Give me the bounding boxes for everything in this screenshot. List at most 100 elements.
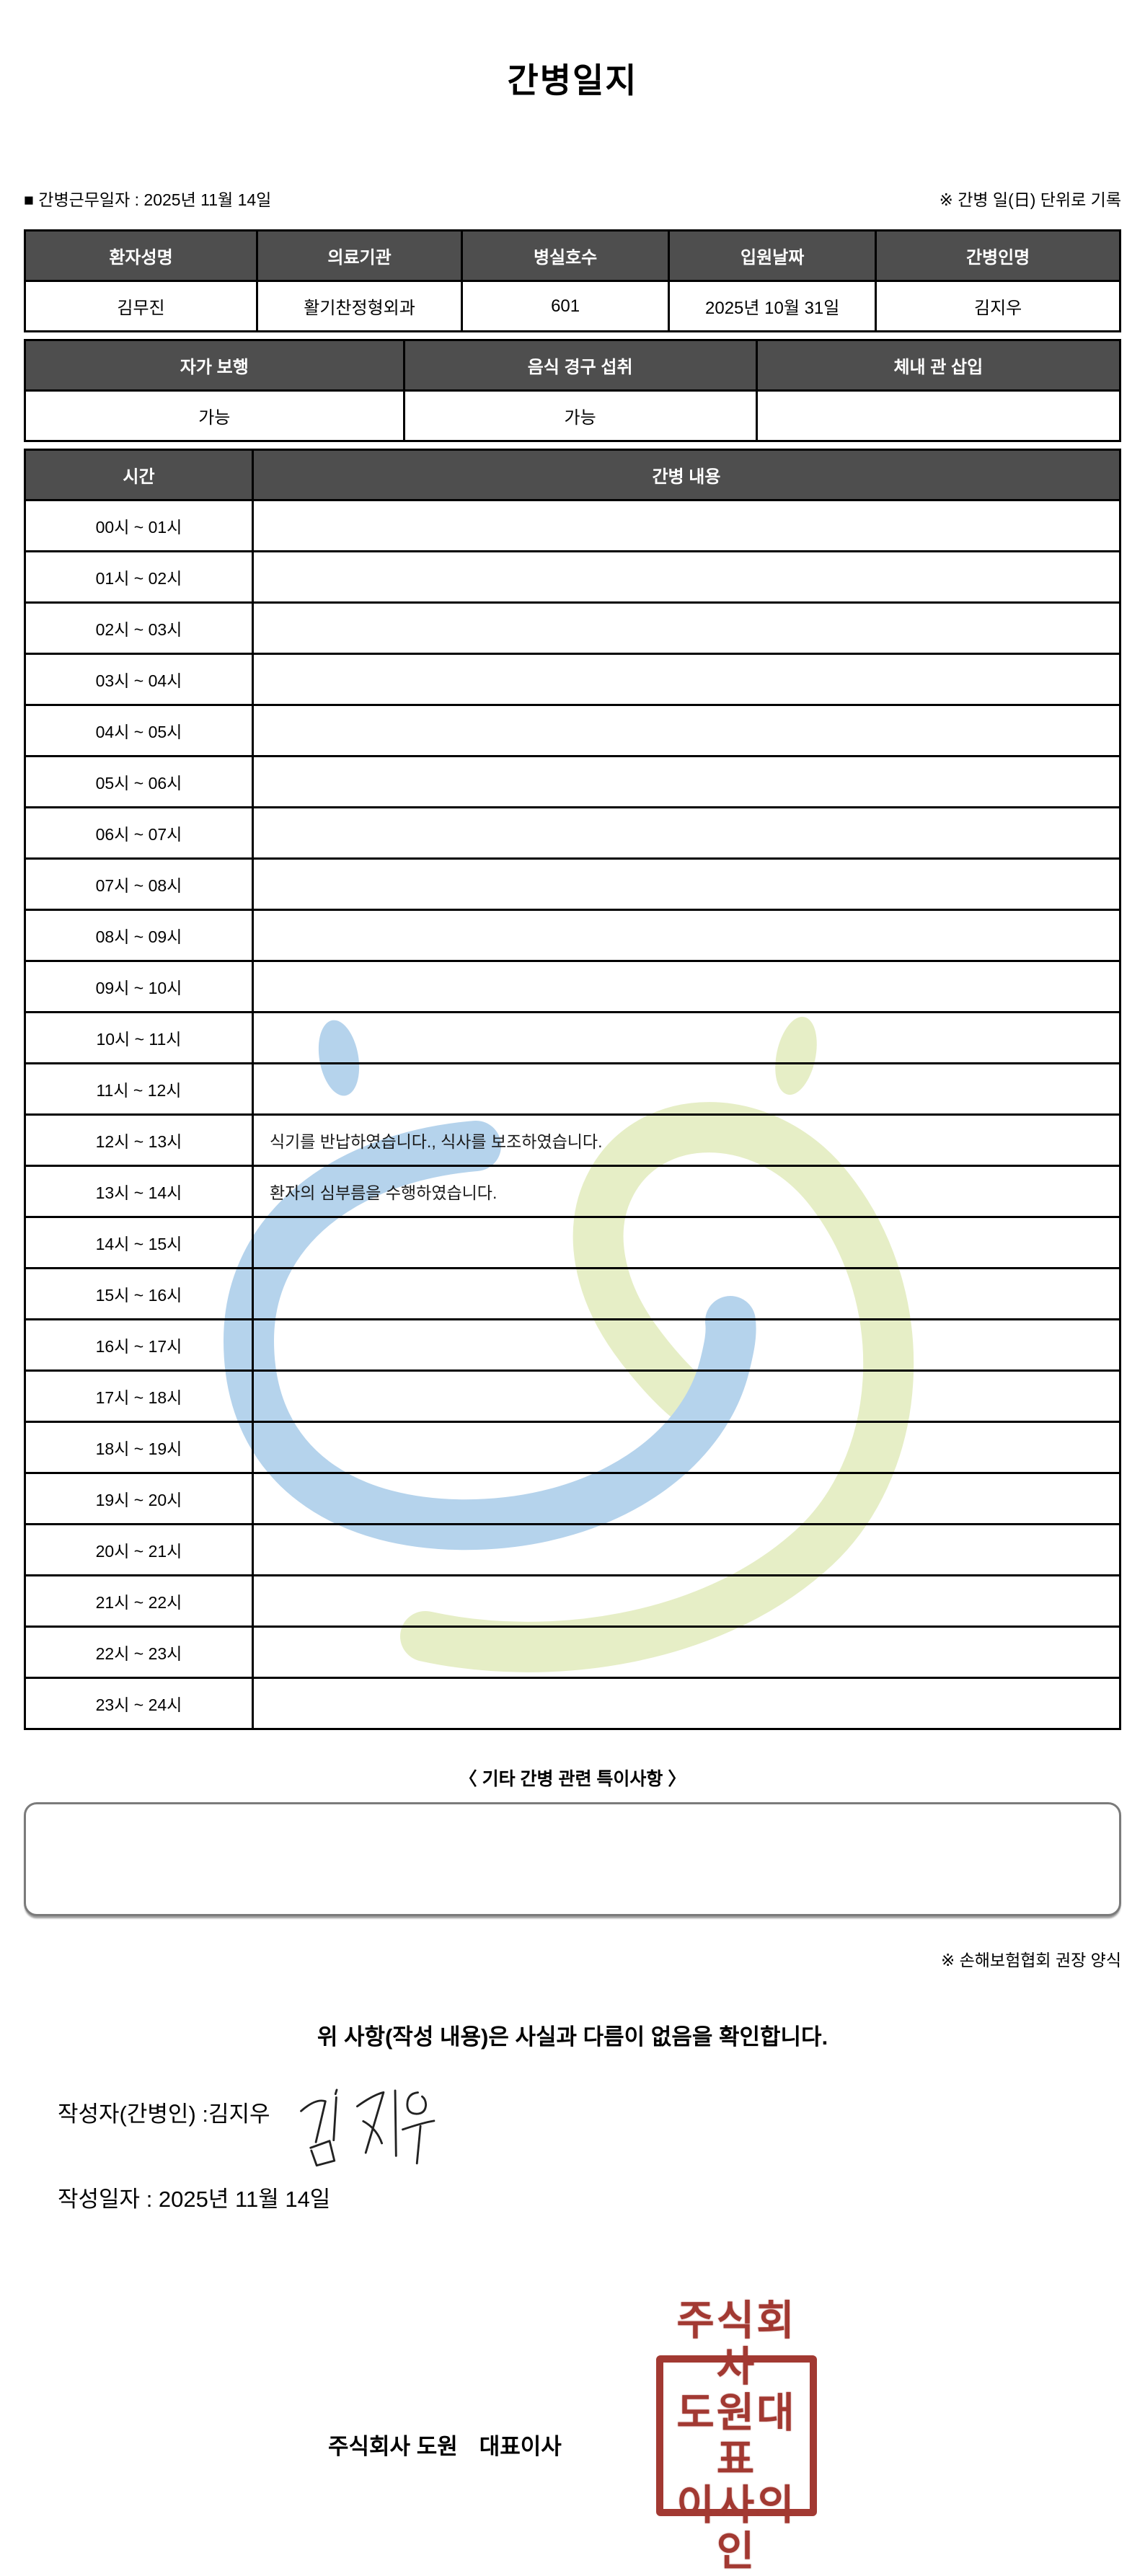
care-log-time: 11시 ~ 12시 [24,1062,254,1116]
care-log-row: 18시 ~ 19시 [24,1421,1122,1475]
care-log-table: 시간 간병 내용 00시 ~ 01시 01시 ~ 02시 02시 ~ 03시 03시 … [24,449,1122,1731]
care-log-time: 00시 ~ 01시 [24,499,254,553]
company-name: 주식회사 도원 [328,2434,458,2459]
corporate-seal-stamp: 주식회사 도원대표 이사의인 [656,2298,817,2575]
page-title: 간병일지 [507,61,638,100]
care-log-time: 17시 ~ 18시 [24,1369,254,1424]
confirmation-statement: 위 사항(작성 내용)은 사실과 다름이 없음을 확인합니다. [317,2024,828,2050]
care-log-header-row: 시간 간병 내용 [24,449,1122,502]
care-log-content [251,499,1122,553]
unit-note: ※ 간병 일(日) 단위로 기록 [939,190,1121,210]
care-log-time: 20시 ~ 21시 [24,1523,254,1577]
care-log-content [251,806,1122,860]
care-log-content [251,857,1122,912]
care-log-content [251,1472,1122,1526]
care-log-row: 10시 ~ 11시 [24,1011,1122,1065]
care-log-row: 09시 ~ 10시 [24,960,1122,1014]
stamp-line-1: 주식회사 [676,2297,797,2390]
care-log-row: 02시 ~ 03시 [24,601,1122,656]
care-log-row: 15시 ~ 16시 [24,1267,1122,1321]
value-caregiver-name: 김지우 [875,280,1121,333]
handwritten-signature [299,2088,435,2167]
condition-header-row: 자가 보행 음식 경구 섭취 체내 관 삽입 [24,339,1122,392]
condition-value-row: 가능 가능 [24,389,1122,443]
care-log-row: 19시 ~ 20시 [24,1472,1122,1526]
care-log-time: 09시 ~ 10시 [24,960,254,1014]
patient-info-value-row: 김무진 활기찬정형외과 601 2025년 10월 31일 김지우 [23,280,1121,333]
value-oral-intake: 가능 [402,389,758,443]
header-room-number: 병실호수 [461,229,671,283]
care-log-content [251,601,1122,656]
care-log-row: 20시 ~ 21시 [24,1523,1122,1577]
care-log-content [251,1011,1122,1065]
header-self-walking: 자가 보행 [24,339,405,392]
care-log-row: 00시 ~ 01시 [24,499,1122,553]
header-internal-tube: 체내 관 삽입 [755,339,1122,392]
care-log-time: 12시 ~ 13시 [24,1113,254,1168]
care-log-content [251,909,1122,963]
care-log-time: 04시 ~ 05시 [24,704,254,758]
meta-row: ■ 간병근무일자 : 2025년 11월 14일 ※ 간병 일(日) 단위로 기… [24,186,1121,211]
value-room-number: 601 [461,280,671,333]
header-medical-institution: 의료기관 [256,229,464,283]
care-log-body: 00시 ~ 01시 01시 ~ 02시 02시 ~ 03시 03시 ~ 04시 04시 … [24,499,1122,1731]
care-log-time: 22시 ~ 23시 [24,1626,254,1680]
care-log-time: 18시 ~ 19시 [24,1421,254,1475]
care-log-row: 21시 ~ 22시 [24,1574,1122,1628]
header-caregiver-name: 간병인명 [875,229,1121,283]
value-internal-tube [755,389,1122,443]
writer-label: 작성자(간병인) : [58,2101,208,2127]
care-log-time: 13시 ~ 14시 [24,1165,254,1219]
care-log-time: 23시 ~ 24시 [24,1677,254,1731]
stamp-line-2: 도원대표 [676,2389,797,2482]
care-log-row: 07시 ~ 08시 [24,857,1122,912]
care-log-row: 01시 ~ 02시 [24,550,1122,604]
care-log-content [251,1369,1122,1424]
care-log-time: 10시 ~ 11시 [24,1011,254,1065]
patient-info-header-row: 환자성명 의료기관 병실호수 입원날짜 간병인명 [23,229,1121,283]
value-patient-name: 김무진 [23,280,259,333]
care-log-content [251,1523,1122,1577]
care-log-content [251,1421,1122,1475]
care-log-content [251,653,1122,707]
condition-table: 자가 보행 음식 경구 섭취 체내 관 삽입 가능 가능 [24,339,1122,443]
care-log-time: 19시 ~ 20시 [24,1472,254,1526]
care-work-date: ■ 간병근무일자 : 2025년 11월 14일 [24,186,271,211]
ceo-title: 대표이사 [479,2434,562,2459]
care-log-content [251,755,1122,809]
written-date-line: 작성일자 : 2025년 11월 14일 [58,2181,1145,2213]
care-log-content [251,1216,1122,1270]
header-admission-date: 입원날짜 [668,229,877,283]
stamp-line-3: 이사의인 [676,2482,797,2575]
care-log-time: 14시 ~ 15시 [24,1216,254,1270]
writer-name: 김지우 [208,2101,270,2127]
care-log-row: 23시 ~ 24시 [24,1677,1122,1731]
form-note: ※ 손해보험협회 권장 양식 [940,1951,1121,1970]
care-log-time: 02시 ~ 03시 [24,601,254,656]
care-log-row: 12시 ~ 13시 식기를 반납하였습니다., 식사를 보조하였습니다. [24,1113,1122,1168]
care-log-content: 식기를 반납하였습니다., 식사를 보조하였습니다. [251,1113,1122,1168]
care-log-content [251,704,1122,758]
care-log-content [251,1626,1122,1680]
header-time: 시간 [24,449,254,502]
written-date-label: 작성일자 : [58,2187,159,2213]
written-date-value: 2025년 11월 14일 [158,2187,331,2213]
care-log-row: 06시 ~ 07시 [24,806,1122,860]
care-log-content [251,1677,1122,1731]
care-log-row: 22시 ~ 23시 [24,1626,1122,1680]
care-log-time: 15시 ~ 16시 [24,1267,254,1321]
header-oral-intake: 음식 경구 섭취 [402,339,758,392]
care-log-row: 17시 ~ 18시 [24,1369,1122,1424]
care-log-time: 03시 ~ 04시 [24,653,254,707]
care-log-row: 13시 ~ 14시 환자의 심부름을 수행하였습니다. [24,1165,1122,1219]
care-log-row: 11시 ~ 12시 [24,1062,1122,1116]
care-log-row: 14시 ~ 15시 [24,1216,1122,1270]
care-log-time: 05시 ~ 06시 [24,755,254,809]
care-log-content [251,1574,1122,1628]
care-log-row: 05시 ~ 06시 [24,755,1122,809]
care-work-date-label: ■ 간병근무일자 : [24,190,144,210]
care-log-row: 16시 ~ 17시 [24,1318,1122,1372]
care-log-time: 08시 ~ 09시 [24,909,254,963]
care-log-time: 07시 ~ 08시 [24,857,254,912]
care-work-date-value: 2025년 11월 14일 [143,190,272,210]
